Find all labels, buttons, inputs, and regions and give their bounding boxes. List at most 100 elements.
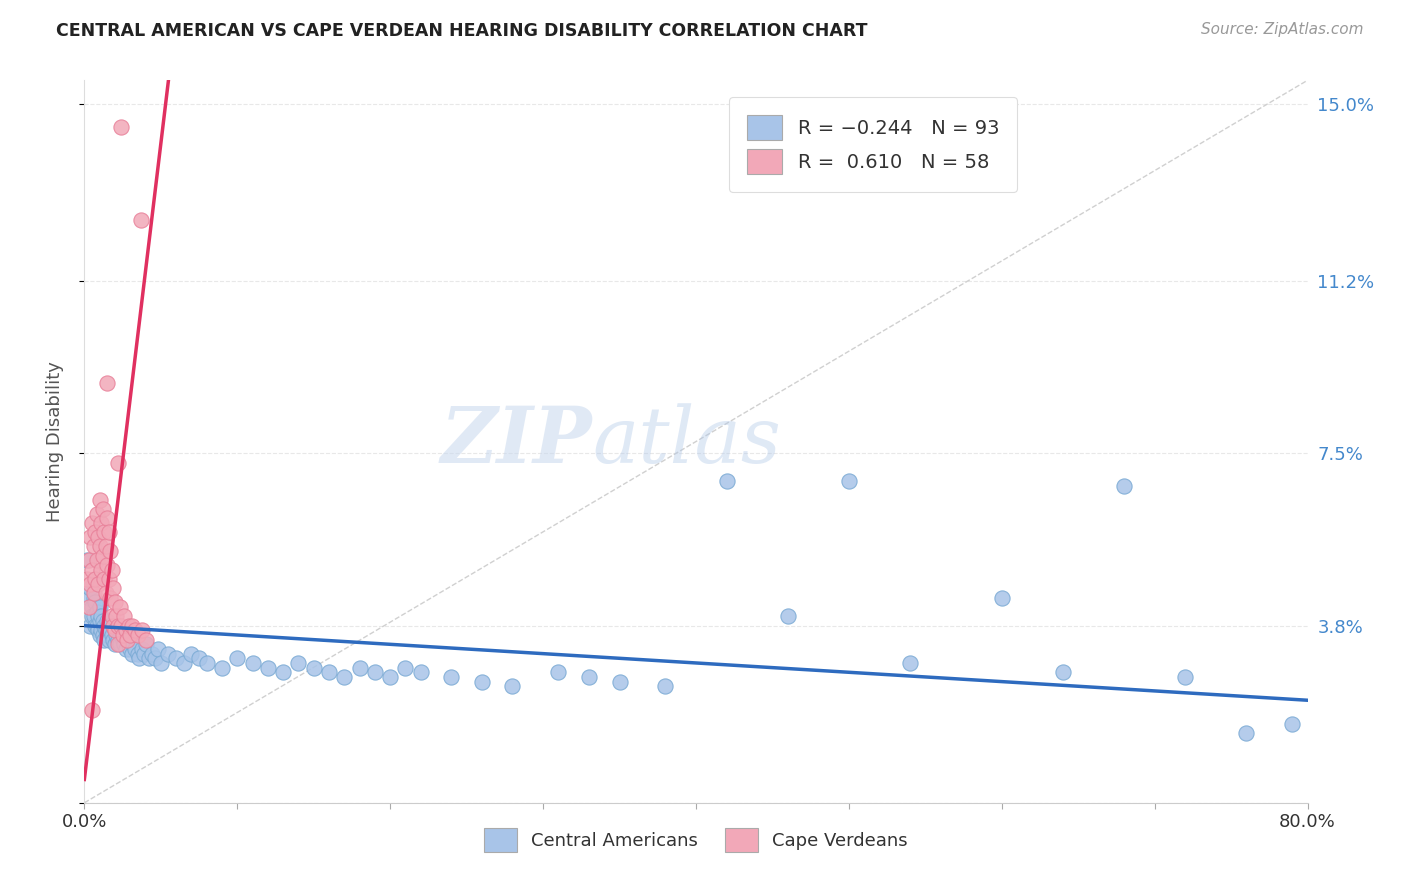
Point: [146, 642, 169, 657]
Point: [1052, 665, 1074, 680]
Point: [127, 647, 149, 661]
Point: [80, 702, 103, 716]
Point: [94, 586, 117, 600]
Point: [349, 660, 371, 674]
Point: [165, 651, 187, 665]
Point: [84, 572, 107, 586]
Point: [578, 670, 600, 684]
Point: [79, 618, 101, 632]
Point: [89, 600, 111, 615]
Point: [77, 600, 100, 615]
Point: [86, 507, 108, 521]
Point: [87, 609, 110, 624]
Point: [138, 651, 160, 665]
Point: [89, 492, 111, 507]
Point: [105, 628, 128, 642]
Point: [898, 656, 921, 670]
Point: [86, 605, 108, 619]
Point: [127, 628, 149, 642]
Point: [93, 525, 115, 540]
Point: [114, 624, 136, 638]
Text: Source: ZipAtlas.com: Source: ZipAtlas.com: [1201, 22, 1364, 37]
Point: [84, 525, 107, 540]
Point: [79, 576, 101, 591]
Point: [195, 656, 218, 670]
Point: [173, 656, 195, 670]
Point: [105, 609, 128, 624]
Point: [84, 595, 107, 609]
Point: [76, 553, 98, 567]
Point: [1174, 670, 1197, 684]
Point: [83, 586, 105, 600]
Point: [226, 651, 249, 665]
Point: [157, 647, 180, 661]
Point: [107, 637, 129, 651]
Point: [112, 637, 135, 651]
Point: [364, 665, 387, 680]
Point: [111, 628, 134, 642]
Point: [89, 540, 111, 554]
Point: [80, 600, 103, 615]
Point: [115, 632, 138, 647]
Point: [80, 609, 103, 624]
Point: [77, 591, 100, 605]
Point: [93, 632, 115, 647]
Point: [135, 637, 157, 651]
Point: [93, 572, 115, 586]
Point: [129, 213, 152, 227]
Point: [87, 624, 110, 638]
Point: [118, 637, 141, 651]
Point: [149, 656, 172, 670]
Point: [122, 637, 145, 651]
Point: [87, 576, 110, 591]
Point: [135, 632, 157, 647]
Point: [89, 628, 111, 642]
Point: [776, 609, 799, 624]
Point: [79, 530, 101, 544]
Point: [838, 474, 860, 488]
Point: [90, 609, 112, 624]
Point: [124, 642, 146, 657]
Point: [547, 665, 569, 680]
Point: [97, 632, 120, 647]
Point: [124, 624, 146, 638]
Point: [108, 637, 131, 651]
Point: [111, 632, 134, 647]
Point: [98, 591, 121, 605]
Point: [104, 624, 127, 638]
Point: [132, 647, 155, 661]
Point: [80, 563, 103, 577]
Point: [409, 665, 432, 680]
Point: [97, 572, 120, 586]
Point: [143, 651, 166, 665]
Point: [394, 660, 416, 674]
Point: [97, 525, 120, 540]
Point: [991, 591, 1014, 605]
Point: [97, 618, 120, 632]
Point: [104, 637, 127, 651]
Point: [93, 618, 115, 632]
Point: [440, 670, 463, 684]
Text: ZIP: ZIP: [440, 403, 592, 480]
Point: [91, 502, 114, 516]
Point: [86, 618, 108, 632]
Point: [121, 618, 143, 632]
Point: [104, 595, 127, 609]
Point: [1281, 716, 1303, 731]
Point: [90, 624, 112, 638]
Point: [654, 679, 676, 693]
Point: [380, 670, 402, 684]
Point: [96, 628, 118, 642]
Point: [103, 632, 125, 647]
Text: atlas: atlas: [592, 403, 780, 480]
Point: [103, 618, 125, 632]
Point: [120, 642, 142, 657]
Point: [101, 609, 124, 624]
Point: [90, 563, 112, 577]
Point: [287, 656, 309, 670]
Point: [98, 624, 121, 638]
Point: [242, 656, 264, 670]
Point: [121, 647, 143, 661]
Point: [115, 632, 138, 647]
Point: [107, 632, 129, 647]
